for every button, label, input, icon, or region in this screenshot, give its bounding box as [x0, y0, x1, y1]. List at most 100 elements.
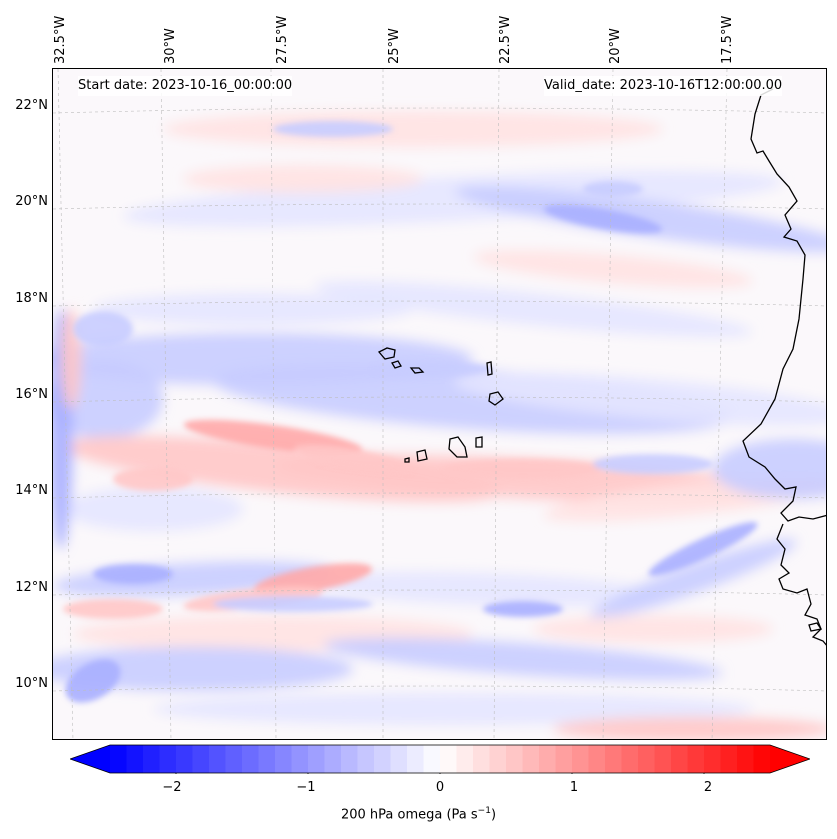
colorbar-step [324, 745, 342, 773]
omega-descent-region [63, 599, 163, 619]
longitude-gridline [57, 69, 74, 739]
lon-label-25w: 25°W [387, 28, 402, 64]
lat-label-12n: 12°N [15, 580, 48, 595]
colorbar-step [621, 745, 639, 773]
omega-ascent-region [73, 311, 133, 347]
colorbar-step [506, 745, 524, 773]
valid-date-label: Valid_date: 2023-10-16T12:00:00.00 [544, 76, 783, 96]
omega-ascent-region [483, 601, 563, 617]
island-fogo [416, 449, 428, 462]
latitude-gridline [53, 685, 826, 692]
latitude-gridline [53, 107, 826, 114]
island-bijagos [808, 622, 823, 632]
colorbar-label-text: 200 hPa omega (Pa s [340, 807, 478, 823]
colorbar-step [374, 745, 392, 773]
colorbar-tick-minus-2: −2 [162, 780, 182, 795]
latitude-gridline [53, 492, 826, 499]
colorbar-step [737, 745, 755, 773]
colorbar-step [522, 745, 540, 773]
omega-ascent-region [543, 204, 663, 234]
omega-descent-region [553, 717, 826, 739]
colorbar-step [291, 745, 309, 773]
latitude-gridline [53, 300, 826, 307]
colorbar-step [143, 745, 161, 773]
map-frame [52, 68, 827, 740]
colorbar-step [671, 745, 689, 773]
longitude-gridline [493, 69, 500, 739]
lon-label-22-5w: 22.5°W [498, 15, 513, 64]
omega-ascent-region [53, 647, 353, 691]
colorbar-tick-1: 1 [569, 780, 579, 795]
colorbar-step [258, 745, 276, 773]
lat-label-16n: 16°N [15, 387, 48, 402]
island-sal [486, 361, 493, 376]
colorbar-step [654, 745, 672, 773]
colorbar-step [588, 745, 606, 773]
colorbar-step [720, 745, 738, 773]
omega-ascent-region [53, 359, 163, 439]
start-date-label: Start date: 2023-10-16_00:00:00 [78, 76, 293, 96]
island-brava [404, 457, 410, 463]
lat-label-18n: 18°N [15, 291, 48, 306]
omega-ascent-region [153, 693, 753, 725]
colorbar-tick-2: 2 [703, 780, 713, 795]
colorbar-step [225, 745, 243, 773]
omega-ascent-region [453, 372, 826, 426]
omega-ascent-region [93, 293, 413, 325]
island-sao-vicente [391, 360, 402, 369]
longitude-gridline [711, 69, 728, 739]
island-santiago [448, 436, 468, 458]
longitude-gridline [270, 69, 277, 739]
omega-field-map [53, 69, 826, 739]
colorbar-step [753, 745, 771, 773]
omega-ascent-region [213, 364, 733, 434]
lon-label-17-5w: 17.5°W [720, 15, 735, 64]
colorbar-step [605, 745, 623, 773]
colorbar-label-exponent: −1 [477, 806, 491, 816]
lon-label-30w: 30°W [163, 28, 178, 64]
omega-ascent-region [713, 439, 826, 499]
colorbar-step [159, 745, 177, 773]
lat-label-10n: 10°N [15, 676, 48, 691]
island-sao-nicolau [409, 367, 425, 374]
omega-ascent-region [454, 185, 826, 253]
colorbar-step [126, 745, 144, 773]
omega-ascent-region [273, 121, 393, 137]
omega-descent-region [443, 459, 603, 479]
colorbar-outline [70, 744, 810, 774]
omega-ascent-region [373, 361, 493, 377]
colorbar-extend-max [770, 745, 810, 773]
omega-descent-region [163, 111, 663, 147]
colorbar-step [456, 745, 474, 773]
longitude-gridline [160, 69, 172, 739]
lon-label-20w: 20°W [608, 28, 623, 64]
latitude-gridline [53, 589, 826, 596]
omega-ascent-region [63, 487, 243, 531]
omega-ascent-region [593, 454, 713, 474]
africa-coastline-south [776, 523, 826, 646]
colorbar-tick-minus-1: −1 [296, 780, 316, 795]
omega-ascent-region [314, 281, 752, 337]
omega-ascent-region [93, 564, 173, 584]
island-maio [475, 436, 483, 448]
colorbar-step [341, 745, 359, 773]
colorbar-step [308, 745, 326, 773]
omega-ascent-region [323, 637, 723, 681]
colorbar-step [390, 745, 408, 773]
lat-label-22n: 22°N [15, 98, 48, 113]
colorbar-label: 200 hPa omega (Pa s−1) [0, 806, 837, 822]
omega-ascent-region [589, 539, 797, 619]
omega-ascent-region [583, 181, 643, 197]
colorbar-step [572, 745, 590, 773]
lat-label-14n: 14°N [15, 483, 48, 498]
africa-coastline [742, 88, 826, 522]
colorbar-step [440, 745, 458, 773]
colorbar-step [555, 745, 573, 773]
omega-descent-region [533, 615, 773, 643]
omega-descent-region [113, 467, 193, 491]
colorbar-step [423, 745, 441, 773]
omega-ascent-region [648, 522, 758, 576]
lon-label-27-5w: 27.5°W [275, 15, 290, 64]
island-boa-vista [488, 391, 504, 406]
omega-ascent-region [303, 571, 663, 607]
